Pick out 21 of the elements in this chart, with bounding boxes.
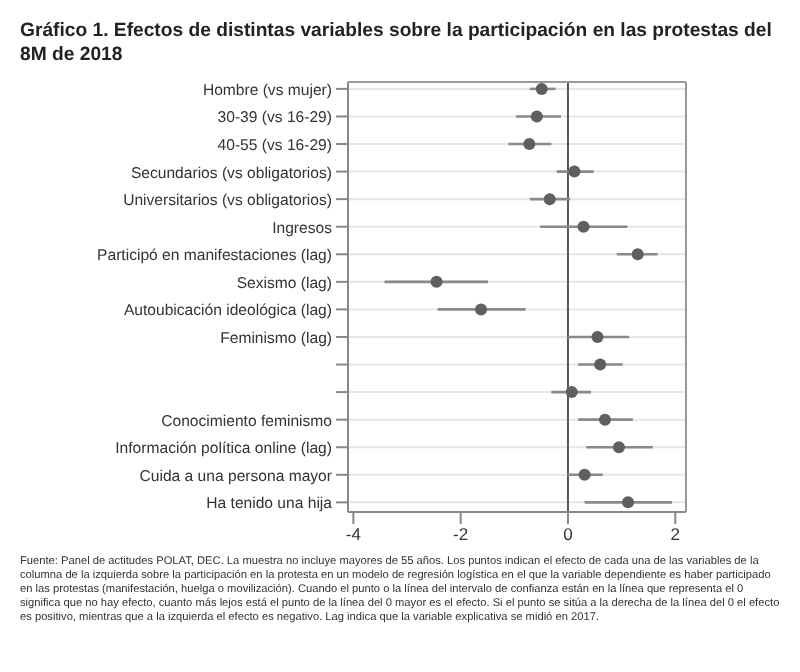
point [577,220,590,233]
point [622,496,635,509]
x-tick-label: -4 [345,524,362,545]
point [535,82,548,95]
x-tick-label: 2 [670,524,681,545]
point [591,330,604,343]
point [475,303,488,316]
point [598,413,611,426]
point [612,441,625,454]
x-tick-label: -2 [453,524,469,545]
point [523,138,536,151]
point [568,165,581,178]
x-tick-label: 0 [563,524,574,545]
point [430,275,443,288]
point [530,110,543,123]
point [565,386,578,399]
point [594,358,607,371]
point [578,468,591,481]
point [543,193,556,206]
chart-title: Gráfico 1. Efectos de distintas variables sobre la participación en las protestas del 8M de 2018 [20,20,774,68]
point [631,248,644,261]
